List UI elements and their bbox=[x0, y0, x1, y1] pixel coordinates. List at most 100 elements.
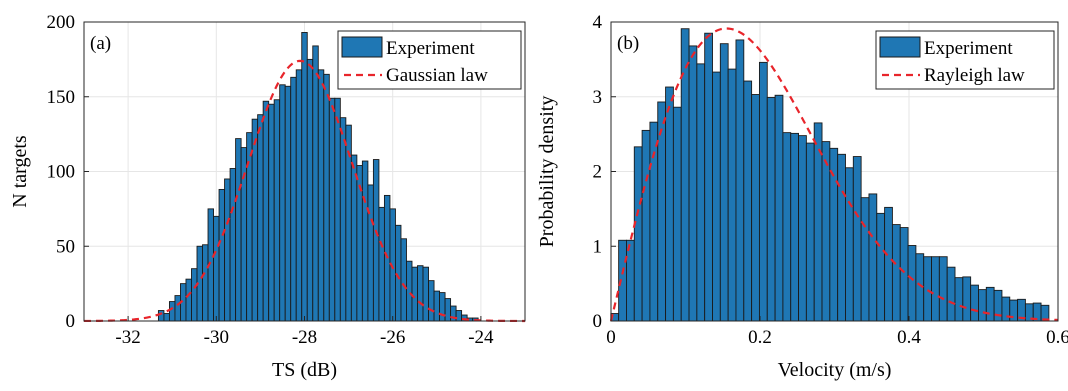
histogram-bar bbox=[743, 80, 753, 322]
histogram-bar bbox=[860, 197, 870, 322]
histogram-velocity-panel: 0 0.2 0.4 0.6 0 1 2 3 4 Velocity (m/s) Probability… bbox=[534, 0, 1068, 386]
histogram-bar bbox=[163, 313, 170, 322]
histogram-bar bbox=[295, 69, 303, 322]
histogram-bar bbox=[946, 266, 956, 322]
histogram-bar bbox=[891, 224, 901, 322]
histogram-bar bbox=[727, 68, 737, 322]
histogram-bar bbox=[758, 61, 768, 322]
x-tick-label: 0.2 bbox=[748, 327, 772, 348]
histogram-bar bbox=[361, 160, 369, 322]
histogram-bar bbox=[224, 178, 231, 322]
y-axis: 0 50 100 150 200 bbox=[47, 12, 89, 332]
y-tick-label: 2 bbox=[593, 162, 603, 183]
histogram-bar bbox=[696, 63, 706, 322]
histogram-bar bbox=[688, 45, 698, 322]
histogram-bar bbox=[262, 100, 270, 322]
y-tick-label: 100 bbox=[47, 162, 76, 183]
histogram-bar bbox=[704, 32, 713, 322]
x-axis-label: TS (dB) bbox=[272, 359, 337, 381]
histogram-bar bbox=[439, 292, 446, 322]
histogram-bar bbox=[251, 118, 259, 322]
histogram-bar bbox=[202, 244, 209, 322]
histogram-bar bbox=[774, 94, 784, 322]
histogram-bar bbox=[719, 43, 729, 322]
legend-label-experiment: Experiment bbox=[386, 38, 475, 59]
histogram-bar bbox=[837, 153, 846, 322]
x-axis-label: Velocity (m/s) bbox=[778, 359, 892, 381]
histogram-bars bbox=[610, 28, 1050, 322]
legend-swatch-experiment bbox=[341, 36, 383, 58]
histogram-bar bbox=[899, 227, 909, 322]
histogram-bar bbox=[246, 132, 253, 322]
histogram-bar bbox=[284, 85, 292, 322]
histogram-bar bbox=[766, 97, 776, 322]
histogram-bar bbox=[633, 146, 643, 322]
histogram-bar bbox=[411, 266, 418, 322]
histogram-bar bbox=[218, 188, 226, 322]
fit-curve bbox=[84, 59, 526, 323]
histogram-bar bbox=[323, 73, 330, 322]
x-tick-label: 0 bbox=[606, 327, 616, 348]
histogram-bar bbox=[235, 138, 242, 322]
histogram-bar bbox=[978, 289, 987, 322]
panel-tag: (b) bbox=[617, 33, 639, 54]
histogram-bar bbox=[268, 103, 275, 322]
histogram-bar bbox=[185, 278, 192, 322]
histogram-bar bbox=[301, 32, 308, 322]
y-axis-label: Probability density bbox=[536, 96, 558, 248]
x-axis: -32 -30 -28 -26 -24 bbox=[115, 316, 494, 348]
histogram-bar bbox=[985, 286, 995, 322]
histogram-bar bbox=[712, 71, 721, 322]
histogram-bar bbox=[378, 206, 385, 322]
histogram-bar bbox=[422, 266, 429, 322]
histogram-bar bbox=[433, 290, 441, 322]
legend-swatch-experiment bbox=[879, 36, 921, 58]
histogram-bar bbox=[168, 301, 176, 322]
legend-label-fit: Rayleigh law bbox=[924, 65, 1025, 86]
histogram-bar bbox=[962, 276, 972, 322]
histogram-bar bbox=[191, 268, 198, 322]
histogram-bar bbox=[798, 135, 807, 322]
x-axis: 0 0.2 0.4 0.6 bbox=[606, 316, 1068, 348]
x-tick-label: 0.6 bbox=[1046, 327, 1068, 348]
y-tick-label: 0 bbox=[593, 311, 603, 332]
histogram-bar bbox=[790, 132, 800, 322]
histogram-bar bbox=[845, 167, 854, 322]
histogram-bar bbox=[735, 39, 745, 322]
x-tick-label: -26 bbox=[380, 327, 405, 348]
histogram-bar bbox=[290, 76, 297, 322]
histogram-bar bbox=[273, 99, 281, 322]
y-axis-label: N targets bbox=[9, 135, 31, 208]
legend-label-fit: Gaussian law bbox=[386, 65, 488, 86]
x-tick-label: -30 bbox=[204, 327, 229, 348]
histogram-bar bbox=[367, 184, 374, 322]
histogram-bar bbox=[641, 129, 651, 322]
histogram-bar bbox=[306, 58, 314, 322]
x-tick-label: 0.4 bbox=[897, 327, 921, 348]
histogram-bar bbox=[751, 94, 760, 322]
histogram-bar bbox=[406, 260, 413, 322]
y-tick-label: 1 bbox=[593, 236, 603, 257]
histogram-bar bbox=[970, 284, 979, 322]
histogram-bar bbox=[334, 97, 341, 322]
histogram-bar bbox=[852, 156, 862, 322]
histogram-bar bbox=[350, 154, 358, 322]
histogram-bar bbox=[257, 114, 264, 322]
histogram-bar bbox=[417, 265, 424, 322]
histogram-ts-chart: -32 -30 -28 -26 -24 0 50 100 150 200 TS (dB) N targ… bbox=[9, 12, 526, 381]
x-tick-label: -28 bbox=[292, 327, 317, 348]
histogram-bar bbox=[907, 245, 917, 322]
histogram-bar bbox=[455, 310, 463, 322]
histogram-bar bbox=[312, 45, 319, 322]
histogram-bar bbox=[328, 97, 336, 322]
histogram-bar bbox=[884, 206, 893, 322]
histogram-ts-panel: -32 -30 -28 -26 -24 0 50 100 150 200 TS (dB) N targ… bbox=[0, 0, 534, 386]
histogram-bar bbox=[805, 142, 815, 322]
histogram-bar bbox=[665, 86, 674, 322]
legend: Experiment Gaussian law bbox=[337, 30, 522, 90]
histogram-bar bbox=[428, 280, 435, 322]
histogram-bar bbox=[938, 256, 948, 322]
histogram-bar bbox=[229, 168, 237, 322]
y-tick-label: 3 bbox=[593, 87, 603, 108]
histogram-bar bbox=[444, 298, 452, 322]
